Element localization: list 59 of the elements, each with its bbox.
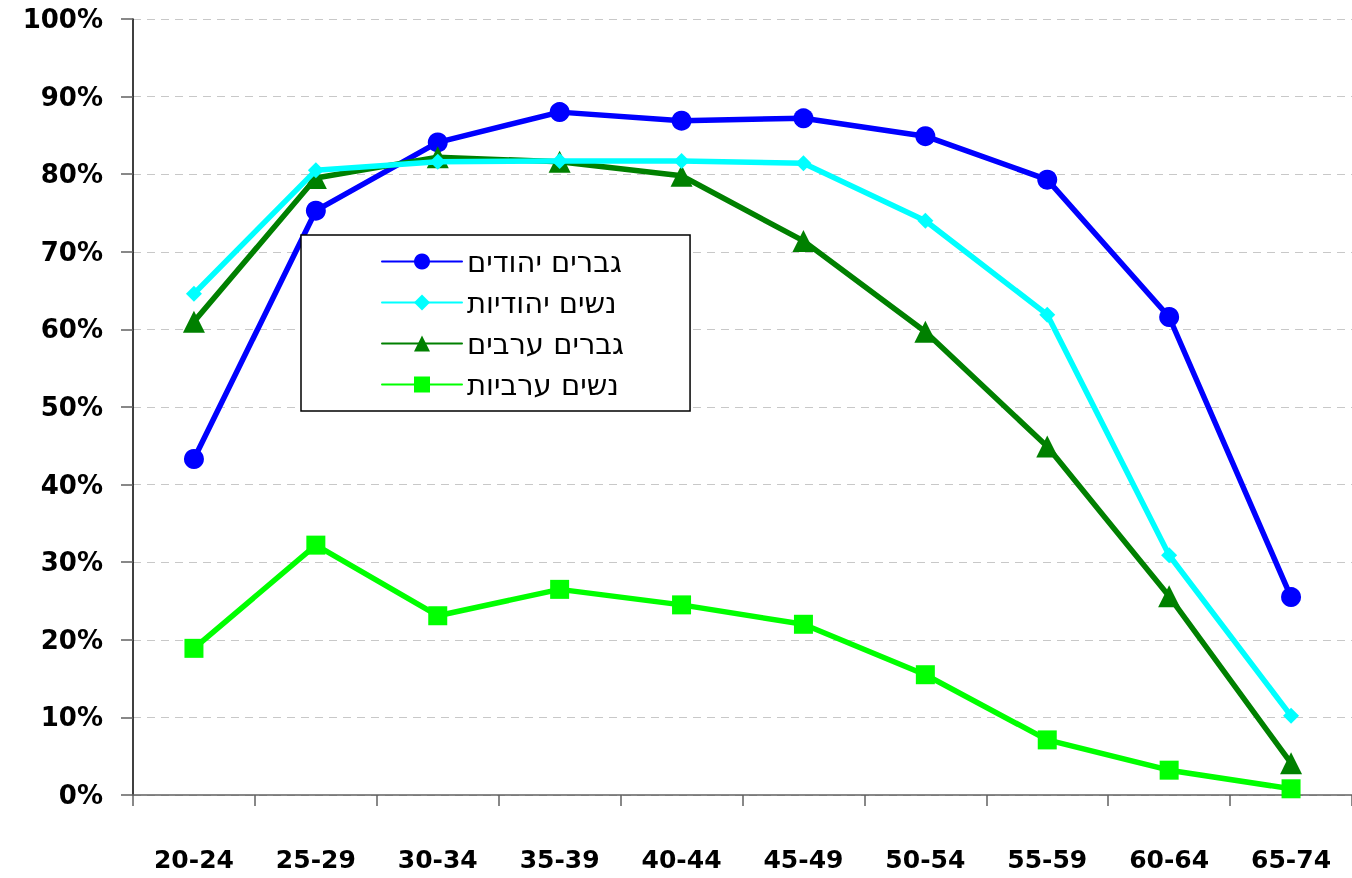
y-tick-label: 60% [40,314,103,345]
x-tick-label: 60-64 [1129,845,1210,874]
y-tick-label: 20% [40,624,103,655]
point [184,638,204,658]
legend-label: נשים יהודיות [467,285,617,320]
point [1161,547,1178,564]
point [1036,435,1059,458]
point [428,606,448,626]
point [1159,306,1180,327]
x-tick-label: 65-74 [1251,845,1332,874]
point [185,285,202,302]
point [549,102,570,123]
point [792,229,815,252]
point [1281,587,1302,608]
x-tick-label: 55-59 [1007,845,1088,874]
y-tick-label: 10% [40,702,103,733]
point [1037,169,1058,190]
point [1039,306,1056,323]
legend-label: גברים יהודים [467,244,622,279]
point [1159,760,1179,780]
x-tick-label: 45-49 [763,845,844,874]
point [793,614,813,634]
point [306,535,326,555]
point [1281,779,1301,799]
y-tick-label: 50% [40,392,103,422]
point [917,212,934,229]
x-tick-label: 40-44 [641,845,722,874]
legend-label: נשים ערביות [467,367,619,402]
legend-label: גברים ערבים [467,326,625,361]
x-tick-label: 30-34 [397,845,478,874]
y-tick-label: 70% [40,236,103,267]
point [305,200,326,221]
y-tick-label: 30% [40,547,103,578]
point [795,155,812,172]
point [1283,707,1300,724]
point [914,320,937,343]
x-tick-label: 35-39 [519,845,600,874]
x-tick-label: 25-29 [275,845,356,874]
point [793,108,814,129]
point [1280,752,1303,775]
point [550,579,570,599]
point [1037,730,1057,750]
point [672,595,692,615]
point [915,665,935,685]
y-tick-label: 40% [40,469,103,500]
point [1158,585,1181,608]
point [307,162,324,179]
y-tick-label: 90% [40,81,103,112]
x-tick-label: 50-54 [885,845,966,874]
point [427,132,448,153]
point [182,310,205,333]
point [915,126,936,147]
x-tick-label: 20-24 [153,845,234,874]
point [673,153,690,170]
y-tick-label: 80% [40,159,103,190]
point [183,449,204,469]
y-tick-label: 0% [58,780,103,810]
point [671,110,692,131]
y-tick-label: 100% [22,4,103,34]
